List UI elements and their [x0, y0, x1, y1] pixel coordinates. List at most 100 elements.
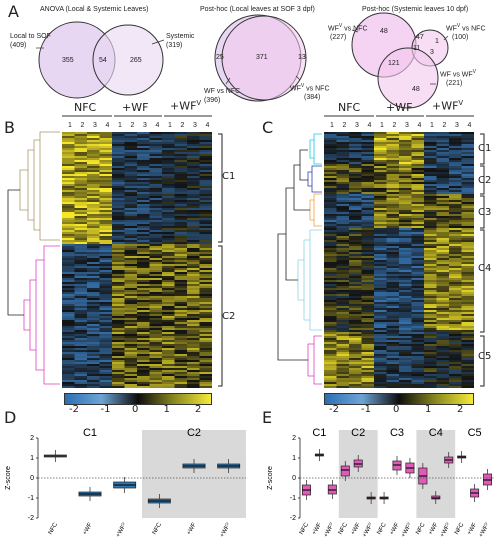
heatmap-cell	[461, 184, 474, 187]
heatmap-cell	[399, 166, 412, 169]
heatmap-cell	[174, 148, 188, 151]
heatmap-cell	[424, 280, 437, 283]
heatmap-cell	[461, 156, 474, 159]
heatmap-cell	[174, 262, 188, 265]
heatmap-cell	[99, 230, 113, 233]
venn3-a-label-rest: vs NFC	[342, 25, 368, 33]
heatmap-cell	[324, 140, 337, 143]
heatmap-cell	[336, 286, 350, 289]
heatmap-cell	[162, 348, 175, 351]
heatmap-cell	[124, 354, 138, 357]
heatmap-cell	[74, 188, 88, 191]
heatmap-cell	[99, 270, 113, 273]
heatmap-cell	[374, 202, 387, 205]
heatmap-cell	[361, 192, 375, 195]
heatmap-cell	[399, 326, 412, 329]
heatmap-cell	[187, 200, 200, 203]
heatmap-cell	[386, 272, 400, 275]
heatmap-cell	[424, 360, 437, 363]
venn3-a-label-main: WF	[328, 25, 339, 33]
heatmap-cell	[461, 202, 474, 205]
heatmap-cell	[374, 326, 387, 329]
heatmap-cell	[449, 142, 462, 145]
heatmap-cell	[149, 160, 163, 163]
heatmap-cell	[399, 368, 412, 371]
heatmap-cell	[349, 292, 362, 295]
heatmap-cell	[449, 272, 462, 275]
heatmap-cell	[436, 134, 450, 137]
venn2-right-label: WFV vs NFC	[290, 84, 330, 93]
heatmap-cell	[149, 308, 163, 311]
heatmap-cell	[187, 254, 200, 257]
heatmap-cell	[174, 146, 188, 149]
heatmap-cell	[99, 194, 113, 197]
heatmap-cell	[87, 200, 100, 203]
heatmap-cell	[187, 228, 200, 231]
heatmap-cell	[124, 376, 138, 379]
heatmap-cell	[461, 208, 474, 211]
heatmap-cell	[399, 240, 412, 243]
heatmap-cell	[62, 228, 75, 231]
heatmap-cell	[187, 354, 200, 357]
heatmap-cell	[137, 344, 150, 347]
heatmap-cell	[137, 268, 150, 271]
heatmap-cell	[112, 192, 125, 195]
heatmap-cell	[187, 150, 200, 153]
heatmap-cell	[74, 206, 88, 209]
heatmap-cell	[436, 154, 450, 157]
heatmap-cell	[336, 344, 350, 347]
hb-col-label: 4	[105, 122, 110, 129]
heatmap-cell	[324, 356, 337, 359]
heatmap-cell	[199, 364, 212, 367]
heatmap-cell	[336, 232, 350, 235]
heatmap-cell	[199, 338, 212, 341]
heatmap-cell	[324, 290, 337, 293]
heatmap-cell	[162, 288, 175, 291]
hb-col-label: 2	[80, 122, 85, 129]
heatmap-cell	[386, 336, 400, 339]
heatmap-cell	[62, 298, 75, 301]
heatmap-cell	[87, 254, 100, 257]
heatmap-cell	[411, 168, 425, 171]
heatmap-cell	[87, 176, 100, 179]
heatmap-cell	[436, 184, 450, 187]
heatmap-cell	[461, 178, 474, 181]
heatmap-cell	[324, 382, 337, 385]
heatmap-cell	[199, 354, 212, 357]
heatmap-cell	[461, 296, 474, 299]
heatmap-cell	[149, 352, 163, 355]
heatmap-cell	[449, 282, 462, 285]
heatmap-cell	[199, 254, 212, 257]
heatmap-cell	[399, 190, 412, 193]
heatmap-cell	[399, 374, 412, 377]
heatmap-cell	[112, 382, 125, 385]
heatmap-cell	[137, 258, 150, 261]
colorbar-c-tick: 0	[393, 404, 400, 415]
heatmap-cell	[374, 270, 387, 273]
heatmap-cell	[112, 346, 125, 349]
heatmap-cell	[162, 318, 175, 321]
heatmap-cell	[124, 134, 138, 137]
heatmap-cell	[461, 228, 474, 231]
heatmap-cell	[149, 188, 163, 191]
heatmap-cell	[449, 288, 462, 291]
heatmap-cell	[324, 238, 337, 241]
heatmap-cell	[62, 144, 75, 147]
heatmap-cell	[74, 254, 88, 257]
heatmap-cell	[336, 234, 350, 237]
heatmap-cell	[336, 190, 350, 193]
heatmap-cell	[199, 226, 212, 229]
heatmap-cell	[199, 314, 212, 317]
heatmap-cell	[174, 252, 188, 255]
heatmap-cell	[374, 330, 387, 333]
heatmap-cell	[99, 220, 113, 223]
heatmap-cell	[336, 276, 350, 279]
heatmap-cell	[361, 258, 375, 261]
heatmap-cell	[74, 324, 88, 327]
heatmap-cell	[174, 254, 188, 257]
heatmap-cell	[99, 292, 113, 295]
heatmap-cell	[99, 248, 113, 251]
heatmap-cell	[174, 186, 188, 189]
heatmap-cell	[137, 142, 150, 145]
heatmap-cell	[461, 136, 474, 139]
